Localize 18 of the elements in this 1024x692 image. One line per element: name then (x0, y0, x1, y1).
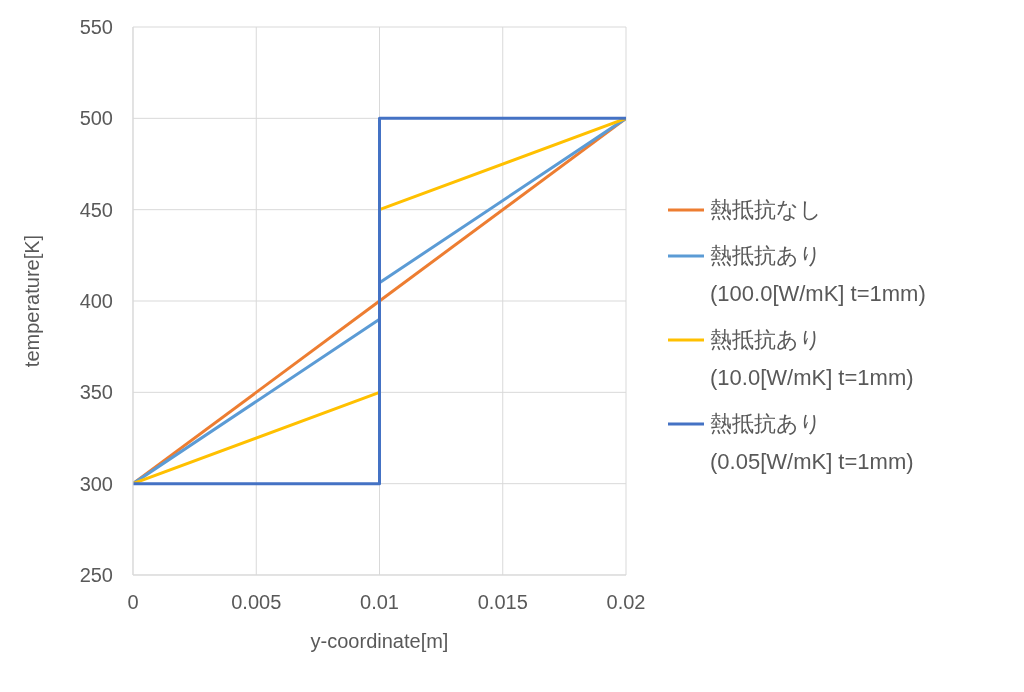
x-tick-label: 0.01 (360, 591, 399, 614)
legend-label: 熱抵抗あり (10.0[W/mK] t=1mm) (710, 326, 914, 392)
y-tick-label: 300 (79, 472, 113, 495)
x-tick-label: 0 (127, 591, 139, 614)
y-tick-label: 500 (79, 107, 113, 130)
y-tick-label: 400 (79, 290, 113, 313)
y-tick-label: 550 (79, 16, 113, 39)
y-tick-label: 350 (79, 381, 113, 404)
y-tick-label: 250 (79, 564, 113, 587)
x-axis-title: y-coordinate[m] (310, 630, 449, 652)
y-axis-title: temperature[K] (21, 234, 44, 368)
x-tick-label: 0.02 (606, 591, 646, 614)
x-tick-label: 0.005 (231, 591, 282, 614)
y-tick-label: 450 (79, 198, 113, 221)
legend-label: 熱抵抗なし (710, 196, 822, 224)
x-tick-label: 0.015 (477, 591, 528, 614)
legend-label: 熱抵抗あり (100.0[W/mK] t=1mm) (710, 242, 926, 308)
legend-label: 熱抵抗あり (0.05[W/mK] t=1mm) (710, 410, 914, 476)
